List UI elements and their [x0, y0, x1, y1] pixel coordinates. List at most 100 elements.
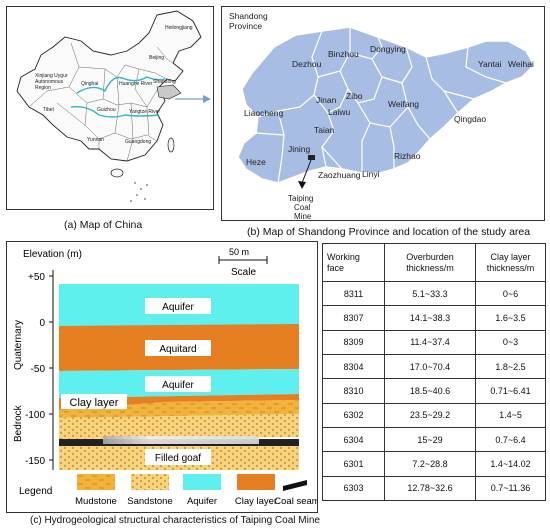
bedrock-label: Bedrock	[13, 404, 24, 442]
label-heilongjiang: Heilongjiang	[165, 25, 193, 31]
city-yantai: Yantai	[478, 59, 502, 69]
aquitard-label: Aquitard	[159, 344, 196, 355]
label-guangdong: Guangdong	[125, 139, 151, 145]
cell-face: 8304	[322, 353, 385, 380]
cross-section: Elevation (m) 50 m Scale +50 0 -50 -	[13, 247, 320, 507]
section-panel: Elevation (m) 50 m Scale +50 0 -50 -	[6, 241, 320, 513]
city-boundaries	[255, 27, 507, 184]
table-row: 8310 18.5~40.6 0.71~6.41	[322, 378, 546, 404]
table-row: 8311 5.1~33.3 0~6	[322, 280, 546, 307]
cell-face: 8310	[322, 378, 385, 404]
legend-swatch-mudstone	[77, 474, 115, 490]
huanghe-river	[76, 76, 166, 94]
label-huanghe: Huanghe River	[119, 81, 153, 87]
cell-clay: 1.8~2.5	[475, 353, 546, 380]
quaternary-label: Quaternary	[13, 320, 24, 370]
goaf-label: Filled goaf	[155, 453, 201, 464]
label-guizhou: Guizhou	[97, 107, 116, 113]
city-weihai: Weihai	[508, 59, 534, 69]
cell-face: 6303	[322, 475, 385, 502]
working-face-table: Working face Overburden thickness/m Clay l…	[322, 243, 546, 502]
city-linyi: Linyi	[362, 169, 380, 179]
cell-face: 8309	[322, 329, 385, 355]
shandong-title: Shandong Province	[229, 11, 268, 31]
legend-swatch-aquifer	[183, 474, 221, 490]
header-clay-layer: Clay layer thickness/m	[475, 243, 546, 282]
cell-clay: 1.4~5	[475, 402, 546, 428]
cell-overburden: 7.2~28.8	[384, 451, 476, 477]
cell-face: 6302	[322, 402, 385, 428]
cell-overburden: 5.1~33.3	[384, 280, 476, 307]
mine-label: Taiping Coal Mine	[288, 194, 313, 220]
cell-overburden: 14.1~38.3	[384, 305, 476, 331]
city-heze: Heze	[246, 157, 266, 167]
clay-label-box	[61, 394, 127, 409]
shandong-outline	[237, 26, 535, 184]
legend-swatch-coal-seam	[283, 480, 307, 491]
south-sea-islands	[130, 182, 148, 202]
city-liaocheng: Liaocheng	[244, 108, 284, 118]
cell-face: 6304	[322, 426, 385, 453]
cell-clay: 0.7~6.4	[475, 426, 546, 453]
tick-label-0: 0	[39, 318, 45, 329]
cell-face: 8311	[322, 280, 385, 307]
caption-b: (b) Map of Shandong Province and locatio…	[247, 226, 531, 238]
shandong-region	[156, 84, 182, 100]
layer-mudstone-upper	[59, 400, 299, 418]
tick-label-minus50: -50	[31, 364, 46, 375]
taiwan-island	[167, 137, 175, 153]
shandong-map-panel: Shandong Province Dezhou Binzhou Dongying…	[221, 6, 545, 221]
table-row: 8309 11.4~37.4 0~3	[322, 329, 546, 355]
table-row: 8304 17.0~70.4 1.8~2.5	[322, 353, 546, 380]
city-dongying: Dongying	[370, 44, 406, 54]
city-laiwu: Laiwu	[328, 107, 350, 117]
cell-clay: 0~3	[475, 329, 546, 355]
city-taian: Taian	[314, 125, 335, 135]
label-qinghai: Qinghai	[81, 81, 98, 87]
scale-value: 50 m	[229, 247, 249, 257]
city-zibo: Zibo	[346, 91, 363, 101]
legend-label-coal-seam: Coal seam	[274, 496, 317, 507]
map-link-arrowhead	[203, 95, 211, 103]
table-row: 8307 14.1~38.3 1.6~3.5	[322, 305, 546, 331]
aquifer-mid-label: Aquifer	[162, 380, 194, 391]
city-dezhou: Dezhou	[292, 59, 322, 69]
tick-label-plus50: +50	[28, 272, 45, 283]
cell-clay: 1.6~3.5	[475, 305, 546, 331]
shandong-map: Shandong Province Dezhou Binzhou Dongying…	[229, 11, 535, 221]
city-qingdao: Qingdao	[454, 114, 486, 124]
label-xinjiang: Xinjiang Uygur Autonomous Region	[35, 73, 68, 91]
table-row: 6304 15~29 0.7~6.4	[322, 426, 546, 453]
header-overburden: Overburden thickness/m	[384, 243, 476, 282]
tick-label-minus150: -150	[25, 456, 45, 467]
cell-overburden: 12.78~32.6	[384, 475, 476, 502]
city-rizhao: Rizhao	[394, 151, 421, 161]
layer-sandstone-upper	[59, 414, 299, 439]
yangtze-river	[70, 105, 160, 118]
cell-clay: 0.7~11.36	[475, 475, 546, 502]
cell-face: 8307	[322, 305, 385, 331]
cell-clay: 1.4~14.02	[475, 451, 546, 477]
table-header-row: Working face Overburden thickness/m Clay l…	[322, 243, 546, 282]
label-beijing: Beijing	[149, 55, 164, 61]
aquitard-label-box	[145, 340, 211, 356]
mine-pointer-arrowhead	[298, 181, 306, 189]
city-jining: Jining	[288, 144, 310, 154]
elevation-label: Elevation (m)	[23, 249, 82, 260]
table-row: 6302 23.5~29.2 1.4~5	[322, 402, 546, 428]
legend-label-mudstone: Mudstone	[75, 496, 117, 507]
aquifer-mid-label-box	[145, 376, 211, 392]
china-map: Heilongjiang Xinjiang Uygur Autonomous Reg…	[16, 10, 211, 202]
legend-swatch-sandstone	[131, 474, 169, 490]
tick-label-minus100: -100	[25, 410, 45, 421]
label-shandong: Shandong	[153, 79, 176, 85]
legend-label-aquifer: Aquifer	[187, 496, 217, 507]
city-jinan: Jinan	[316, 95, 337, 105]
label-tibet: Tibet	[43, 107, 55, 113]
aquifer-top-label-box	[145, 298, 211, 314]
label-yunnan: Yunnan	[87, 137, 104, 143]
legend-label-clay: Clay layer	[235, 496, 277, 507]
cell-clay: 0.71~6.41	[475, 378, 546, 404]
cell-overburden: 18.5~40.6	[384, 378, 476, 404]
legend-title: Legend	[19, 486, 52, 497]
